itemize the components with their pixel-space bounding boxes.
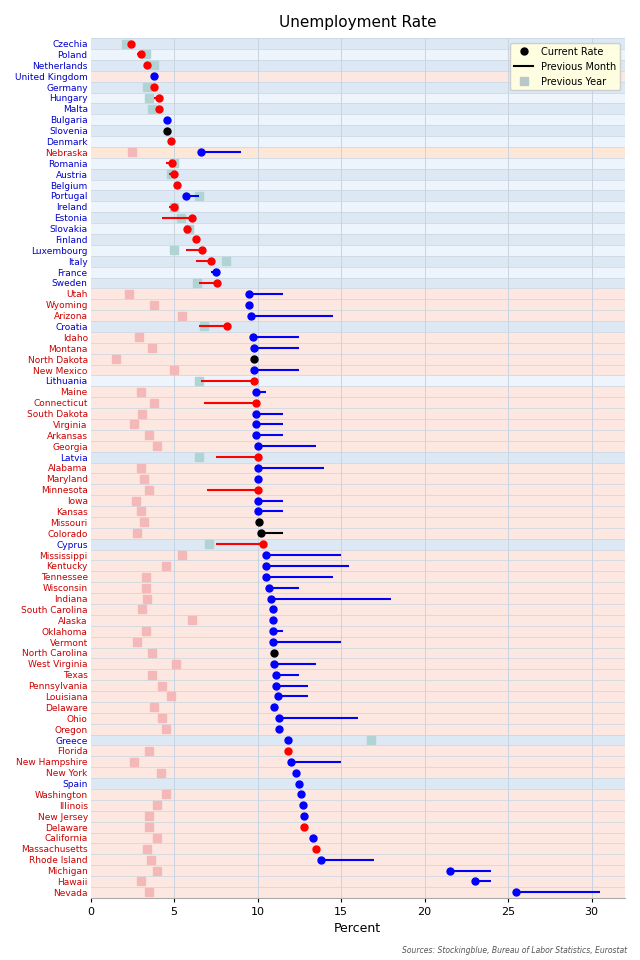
Bar	[90, 125, 625, 136]
X-axis label: Percent: Percent	[334, 923, 381, 935]
Bar	[90, 332, 625, 343]
Bar	[90, 473, 625, 484]
Bar	[90, 832, 625, 844]
Bar	[90, 767, 625, 779]
Bar	[90, 681, 625, 691]
Bar	[90, 528, 625, 539]
Bar	[90, 190, 625, 202]
Bar	[90, 386, 625, 397]
Bar	[90, 811, 625, 822]
Bar	[90, 659, 625, 669]
Bar	[90, 734, 625, 746]
Bar	[90, 104, 625, 114]
Bar	[90, 277, 625, 288]
Bar	[90, 419, 625, 430]
Bar	[90, 38, 625, 49]
Bar	[90, 614, 625, 626]
Bar	[90, 82, 625, 92]
Bar	[90, 779, 625, 789]
Bar	[90, 202, 625, 212]
Bar	[90, 887, 625, 898]
Bar	[90, 255, 625, 267]
Bar	[90, 267, 625, 277]
Bar	[90, 702, 625, 713]
Bar	[90, 49, 625, 60]
Bar	[90, 180, 625, 190]
Bar	[90, 234, 625, 245]
Bar	[90, 92, 625, 104]
Bar	[90, 136, 625, 147]
Bar	[90, 310, 625, 321]
Bar	[90, 300, 625, 310]
Bar	[90, 876, 625, 887]
Bar	[90, 626, 625, 636]
Bar	[90, 561, 625, 571]
Bar	[90, 451, 625, 463]
Bar	[90, 60, 625, 71]
Bar	[90, 571, 625, 582]
Bar	[90, 713, 625, 724]
Legend: Current Rate, Previous Month, Previous Year: Current Rate, Previous Month, Previous Y…	[510, 43, 620, 90]
Bar	[90, 506, 625, 516]
Bar	[90, 463, 625, 473]
Bar	[90, 441, 625, 451]
Bar	[90, 636, 625, 648]
Bar	[90, 516, 625, 528]
Bar	[90, 756, 625, 767]
Bar	[90, 147, 625, 157]
Bar	[90, 822, 625, 832]
Bar	[90, 691, 625, 702]
Bar	[90, 353, 625, 365]
Bar	[90, 746, 625, 756]
Bar	[90, 549, 625, 561]
Bar	[90, 669, 625, 681]
Bar	[90, 71, 625, 82]
Bar	[90, 484, 625, 495]
Bar	[90, 593, 625, 604]
Bar	[90, 495, 625, 506]
Bar	[90, 408, 625, 419]
Bar	[90, 800, 625, 811]
Bar	[90, 539, 625, 549]
Bar	[90, 789, 625, 800]
Bar	[90, 288, 625, 300]
Bar	[90, 375, 625, 386]
Bar	[90, 582, 625, 593]
Bar	[90, 245, 625, 255]
Bar	[90, 157, 625, 169]
Bar	[90, 854, 625, 865]
Bar	[90, 397, 625, 408]
Bar	[90, 365, 625, 375]
Bar	[90, 212, 625, 223]
Bar	[90, 223, 625, 234]
Bar	[90, 865, 625, 876]
Title: Unemployment Rate: Unemployment Rate	[279, 15, 436, 30]
Text: Sources: Stockingblue, Bureau of Labor Statistics, Eurostat: Sources: Stockingblue, Bureau of Labor S…	[402, 947, 627, 955]
Bar	[90, 648, 625, 659]
Bar	[90, 604, 625, 614]
Bar	[90, 169, 625, 180]
Bar	[90, 844, 625, 854]
Bar	[90, 430, 625, 441]
Bar	[90, 724, 625, 734]
Bar	[90, 343, 625, 353]
Bar	[90, 114, 625, 125]
Bar	[90, 321, 625, 332]
